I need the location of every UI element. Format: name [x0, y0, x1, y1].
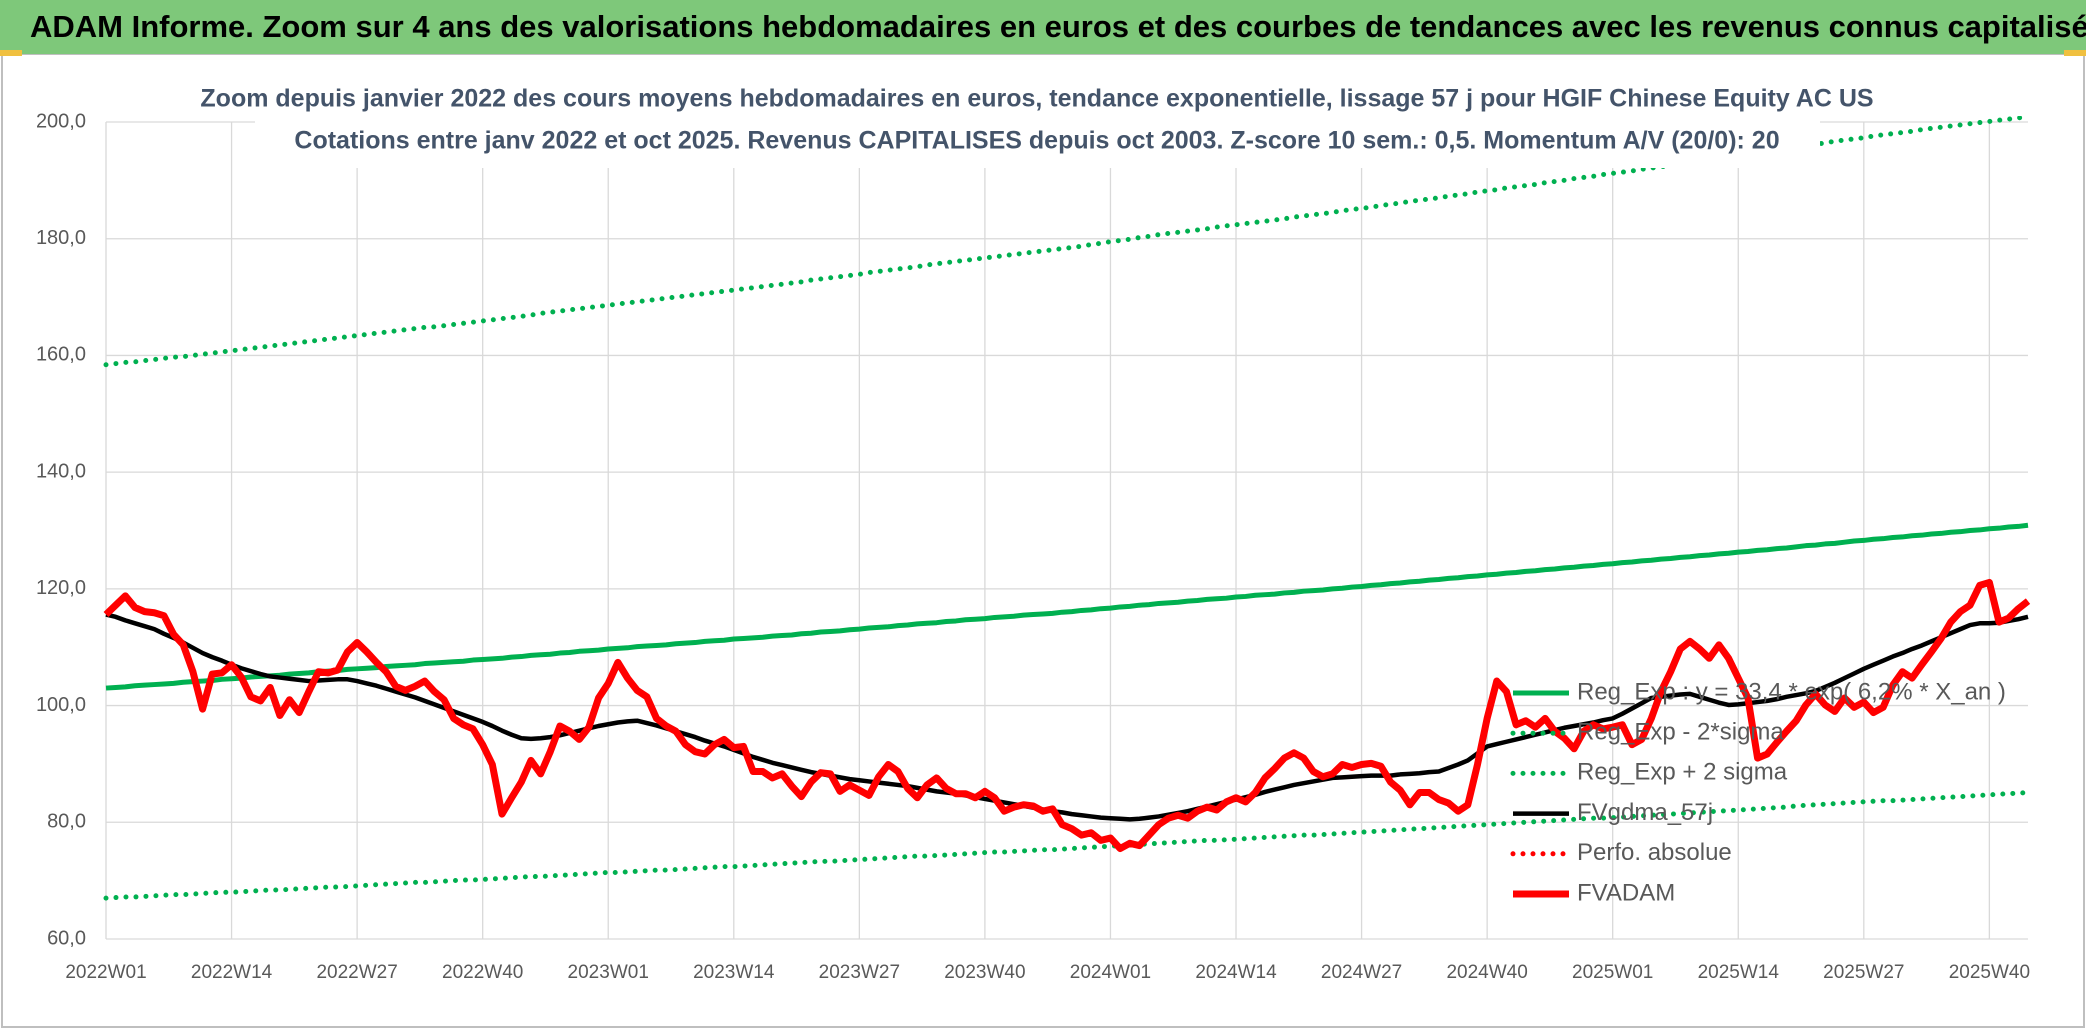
y-tick-label: 120,0 — [36, 577, 86, 599]
series-line — [103, 578, 2031, 853]
x-tick-label: 2024W40 — [1446, 962, 1527, 983]
x-tick-label: 2023W01 — [568, 962, 649, 983]
x-tick-label: 2025W27 — [1823, 962, 1904, 983]
corner-accent — [2064, 50, 2086, 56]
x-tick-label: 2024W01 — [1070, 962, 1151, 983]
series-line — [103, 116, 2031, 368]
x-tick-label: 2023W40 — [944, 962, 1025, 983]
subtitle: Zoom depuis janvier 2022 des cours moyen… — [200, 85, 1873, 113]
x-tick-label: 2023W14 — [693, 962, 775, 983]
y-tick-label: 60,0 — [47, 927, 86, 949]
y-tick-label: 140,0 — [36, 460, 86, 482]
legend-label: Perfo. absolue — [1577, 839, 1732, 866]
x-tick-label: 2022W14 — [191, 962, 273, 983]
x-tick-label: 2025W40 — [1949, 962, 2030, 983]
x-tick-label: 2024W14 — [1195, 962, 1277, 983]
series-line — [105, 522, 2029, 691]
legend-label: Reg_Exp : y = 33,4 * exp( 6,2% * X_an ) — [1577, 678, 2006, 705]
x-tick-label: 2022W40 — [442, 962, 523, 983]
legend-label: FVgdma_57j — [1577, 799, 1713, 826]
x-tick-label: 2025W14 — [1698, 962, 1780, 983]
y-tick-label: 100,0 — [36, 694, 86, 716]
legend-label: Reg_Exp + 2 sigma — [1577, 759, 1788, 786]
x-tick-label: 2025W01 — [1572, 962, 1653, 983]
x-tick-label: 2024W27 — [1321, 962, 1402, 983]
y-tick-label: 180,0 — [36, 227, 86, 249]
series-line — [103, 790, 2031, 901]
header-bar — [0, 0, 2086, 54]
legend-label: Reg_Exp - 2*sigma — [1577, 719, 1784, 746]
x-tick-label: 2023W27 — [819, 962, 900, 983]
subtitle-background — [255, 78, 1820, 168]
legend-label: FVADAM — [1577, 879, 1675, 906]
page-title: ADAM Informe. Zoom sur 4 ans des valoris… — [30, 9, 2086, 44]
series-lines — [103, 116, 2031, 901]
series-line — [105, 612, 2029, 822]
grid: 60,0 80,0 100,0 120,0 140,0 160,0 180,0 200,0 20… — [36, 110, 2030, 983]
legend: Reg_Exp : y = 33,4 * exp( 6,2% * X_an ) R… — [1510, 678, 2006, 906]
subtitle: Cotations entre janv 2022 et oct 2025. R… — [294, 127, 1779, 155]
x-tick-label: 2022W01 — [65, 962, 146, 983]
y-tick-label: 200,0 — [36, 110, 86, 132]
x-tick-label: 2022W27 — [316, 962, 397, 983]
corner-accent — [0, 50, 22, 56]
y-tick-label: 160,0 — [36, 344, 86, 366]
y-tick-label: 80,0 — [47, 811, 86, 833]
chart-frame — [1, 53, 2085, 1028]
